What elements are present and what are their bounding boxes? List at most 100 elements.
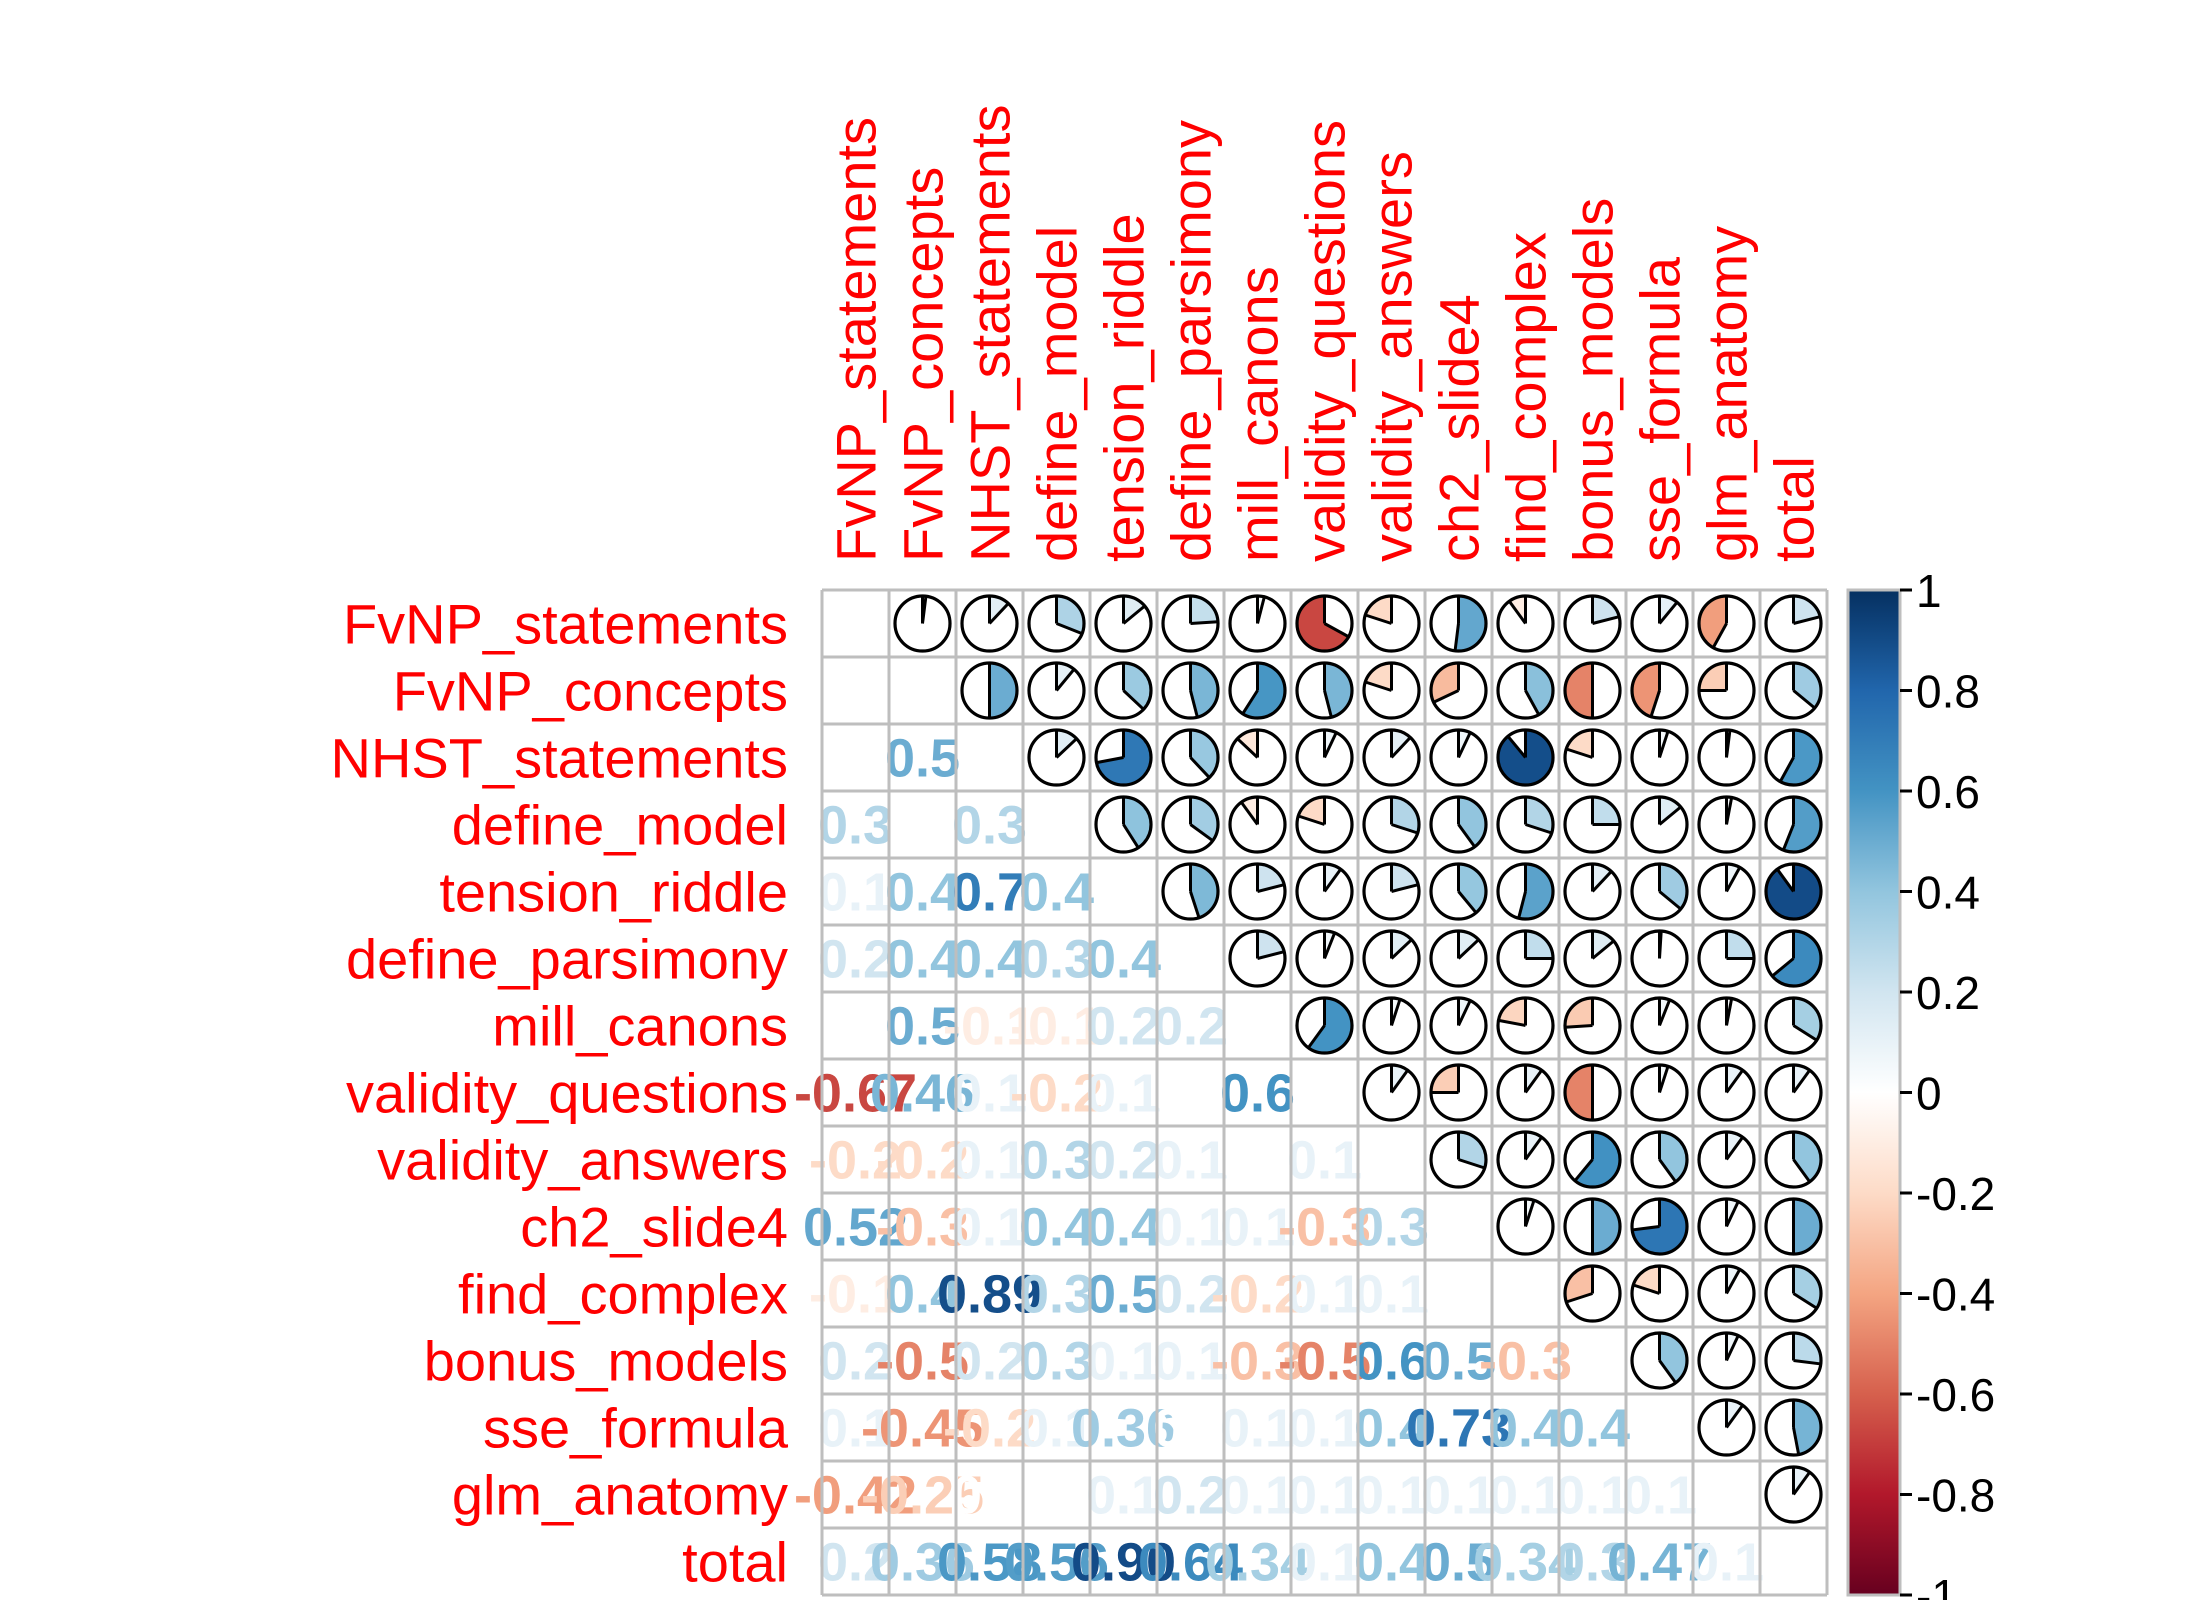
matrix-cell [1090, 992, 1157, 1059]
pie-edge [1793, 1359, 1821, 1366]
corr-number-label: -0.2 [943, 1399, 1036, 1459]
corr-pie [1295, 862, 1354, 921]
pie-edge [1592, 615, 1620, 625]
corr-number-label: 0.3 [1354, 1198, 1429, 1258]
pie-edge [1323, 932, 1337, 960]
corr-pie [1764, 929, 1823, 988]
corr-number-label: -0.45 [861, 1399, 984, 1459]
pie-edge [1725, 866, 1742, 893]
corr-number-label: 0.1 [1488, 1466, 1563, 1526]
pie-outline [1429, 795, 1488, 854]
matrix-cell [1157, 1193, 1224, 1260]
pie-slice [1391, 931, 1412, 959]
pie-outline [1094, 661, 1153, 720]
corr-number-label: 0.5 [885, 997, 960, 1057]
corr-number-label: 0.36 [1071, 1399, 1176, 1459]
corr-pie [1429, 661, 1488, 720]
pie-slice [1592, 1199, 1620, 1254]
pie-outline [1362, 862, 1421, 921]
pie-edge [1323, 690, 1333, 718]
colorbar-tick-label: -0.4 [1916, 1269, 1995, 1321]
column-label: glm_anatomy [1696, 226, 1759, 562]
matrix-cell [1492, 1394, 1559, 1461]
pie-outline [1764, 1130, 1823, 1189]
corr-pie [1496, 594, 1555, 653]
pie-outline [1764, 862, 1823, 921]
corr-pie [1630, 996, 1689, 1055]
pie-edge [1725, 1404, 1744, 1429]
corr-number-label: 0.1 [952, 1198, 1027, 1258]
corr-pie [1630, 1063, 1689, 1122]
corr-number-label: 0.0 [1153, 1399, 1228, 1459]
corr-number-label: -0.3 [1211, 1332, 1304, 1392]
matrix-cell [1626, 1394, 1693, 1461]
corr-pie [1563, 1197, 1622, 1256]
pie-edge [1391, 883, 1419, 893]
pie-outline [1697, 1398, 1756, 1457]
corr-number-label: 0.3 [1019, 1131, 1094, 1191]
corr-number-label: 0.47 [1607, 1533, 1712, 1593]
corr-pie [1496, 862, 1555, 921]
pie-outline [1295, 929, 1354, 988]
matrix-cell [1492, 1461, 1559, 1528]
corr-pie [1429, 996, 1488, 1055]
pie-outline [1630, 661, 1689, 720]
matrix-cell [1492, 1260, 1559, 1327]
matrix-cell [1358, 1394, 1425, 1461]
corr-number-label: 0.1 [818, 863, 893, 923]
corr-number-label: 0.1 [1086, 1332, 1161, 1392]
corr-number-label: 0.4 [885, 863, 960, 923]
corr-number-label: -0.2 [1211, 1265, 1304, 1325]
pie-outline [1630, 1264, 1689, 1323]
corr-number-label: -0.2 [809, 1131, 902, 1191]
matrix-cell [1023, 1193, 1090, 1260]
matrix-cell [889, 1528, 956, 1595]
corr-pie [1697, 1197, 1756, 1256]
pie-slice [1498, 998, 1526, 1026]
corr-number-label: -0.67 [794, 1064, 917, 1124]
corr-pie [1697, 1331, 1756, 1390]
pie-edge [1524, 1069, 1543, 1094]
colorbar-tick-label: -0.6 [1916, 1369, 1995, 1421]
pie-edge [1793, 615, 1821, 625]
pie-outline [1228, 594, 1287, 653]
pie-edge [1792, 1158, 1811, 1183]
corr-number-label: 0.0 [818, 662, 893, 722]
pie-outline [1027, 728, 1086, 787]
pie-edge [1323, 731, 1338, 759]
corr-pie [1697, 728, 1756, 787]
pie-edge [1524, 689, 1541, 716]
pie-outline [1496, 661, 1555, 720]
pie-outline [1094, 728, 1153, 787]
corr-number-label: 0.4 [1488, 1399, 1563, 1459]
pie-edge [1432, 689, 1460, 704]
pie-outline [1496, 795, 1555, 854]
matrix-cell [1090, 1327, 1157, 1394]
pie-outline [1697, 996, 1756, 1055]
pie-edge [1457, 999, 1472, 1027]
pie-edge [1122, 604, 1146, 625]
pie-outline [1697, 1197, 1756, 1256]
corr-number-label: 0.1 [952, 1131, 1027, 1191]
matrix-cell [1023, 925, 1090, 992]
corr-pie [1027, 594, 1086, 653]
colorbar-tick-label: -0.2 [1916, 1168, 1995, 1220]
matrix-cell [1224, 1528, 1291, 1595]
matrix-cell [1090, 1528, 1157, 1595]
pie-outline [1764, 1331, 1823, 1390]
pie-edge [1792, 689, 1816, 710]
pie-outline [1630, 1197, 1689, 1256]
matrix-cell [889, 791, 956, 858]
matrix-cell [1023, 992, 1090, 1059]
matrix-cell [822, 1059, 889, 1126]
corr-pie [1764, 661, 1823, 720]
pie-edge [1189, 756, 1211, 779]
matrix-cell [1023, 1260, 1090, 1327]
corr-number-label: 0.1 [1086, 1466, 1161, 1526]
pie-outline [1697, 929, 1756, 988]
corr-pie [1496, 1130, 1555, 1189]
pie-edge [1190, 620, 1219, 625]
pie-slice [1659, 1132, 1687, 1182]
corr-number-label: 0.1 [1287, 1533, 1362, 1593]
pie-outline [1764, 929, 1823, 988]
